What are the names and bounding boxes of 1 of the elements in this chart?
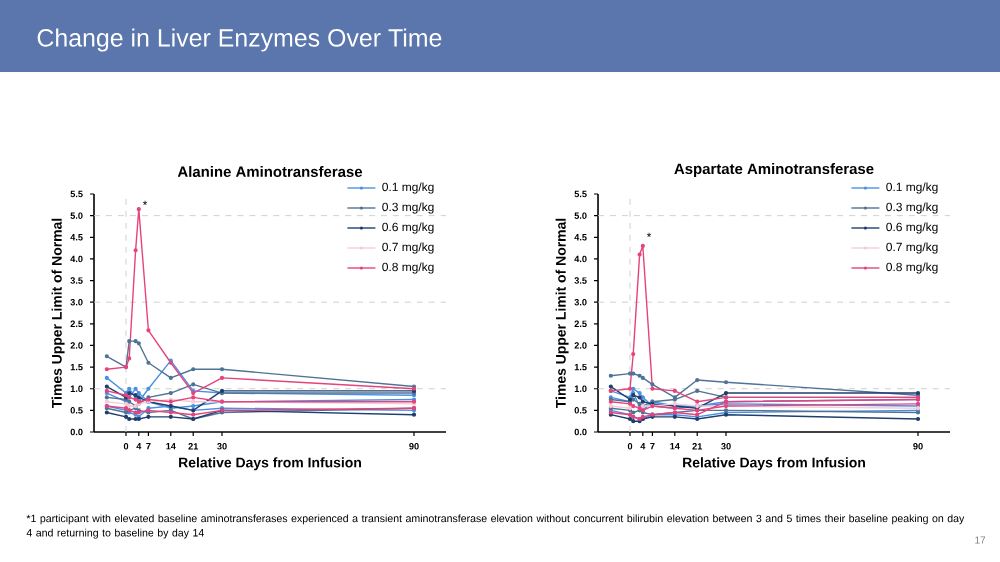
text: Change in Liver Enzymes Over Time (37, 28, 442, 52)
